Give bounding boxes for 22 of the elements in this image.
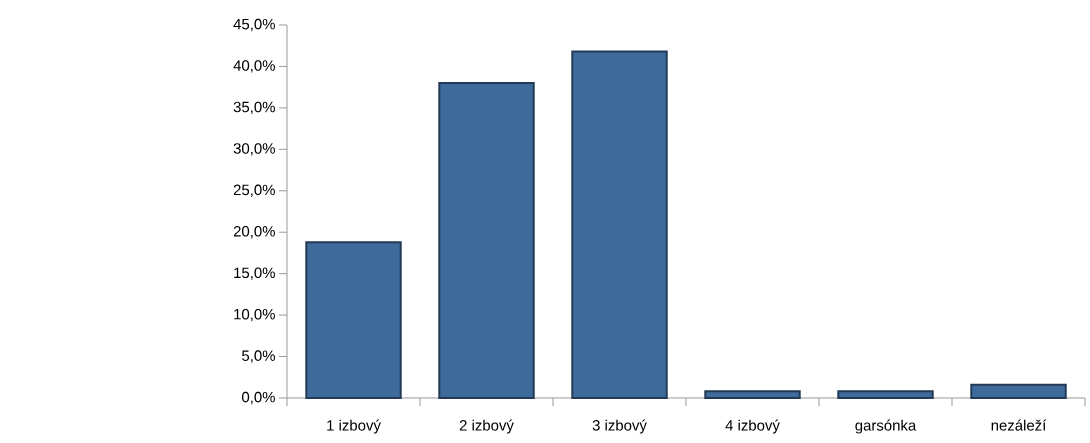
y-tick-label: 30,0% [233,143,275,156]
y-tick-label: 35,0% [233,101,275,115]
y-tick-label: 15,0% [234,267,275,280]
bar [571,50,668,399]
x-tick-label: 3 izbový [592,419,647,434]
bar [438,82,535,399]
bar [704,390,801,399]
y-tick-label: 10,0% [234,308,275,322]
x-tick-label: garsónka [855,419,917,434]
x-tick-label: 1 izbový [327,419,381,434]
bar [837,390,934,399]
bar [970,383,1067,399]
x-tick-label: 4 izbový [725,419,780,434]
y-tick-label: 25,0% [233,184,275,197]
y-tick-label: 20,0% [233,226,275,239]
x-tick-label: nezáleží [991,419,1047,431]
x-tick-label: 2 izbový [459,419,514,434]
bar [305,241,402,399]
y-tick-label: 5,0% [242,350,275,363]
y-tick-label: 0,0% [242,391,275,405]
y-tick-label: 40,0% [233,60,275,73]
y-tick-label: 45,0% [233,18,275,32]
